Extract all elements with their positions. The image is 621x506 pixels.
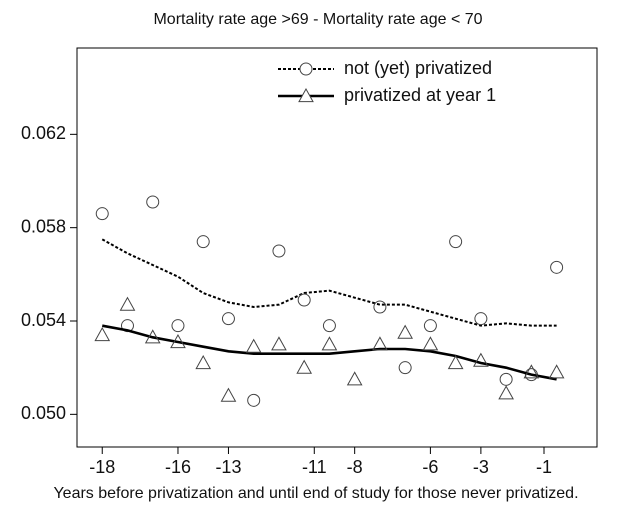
- data-point: [321, 336, 338, 351]
- y-tick-label: 0.062: [21, 123, 66, 143]
- x-tick-label: -18: [89, 457, 115, 477]
- data-point: [119, 296, 136, 311]
- data-point: [170, 333, 186, 349]
- y-tick-label: 0.058: [21, 216, 66, 236]
- data-point: [499, 372, 513, 386]
- data-point: [297, 293, 311, 307]
- data-point: [220, 387, 237, 402]
- data-point: [322, 319, 336, 333]
- data-point: [146, 195, 160, 209]
- data-point: [422, 336, 439, 351]
- data-point: [550, 260, 564, 274]
- x-tick-label: -8: [347, 457, 363, 477]
- x-tick-label: -6: [422, 457, 438, 477]
- data-point: [271, 336, 287, 351]
- data-point: [94, 326, 111, 342]
- data-point: [296, 359, 313, 374]
- data-point: [373, 300, 387, 314]
- x-tick-label: -11: [302, 457, 327, 477]
- data-point: [423, 319, 437, 333]
- data-point: [245, 338, 262, 353]
- data-point: [196, 235, 210, 249]
- legend-label: privatized at year 1: [344, 85, 496, 105]
- smooth-line: [101, 238, 557, 327]
- data-point: [144, 329, 161, 344]
- data-point: [548, 364, 565, 379]
- data-point: [171, 319, 185, 333]
- plot-frame: [76, 47, 598, 448]
- legend-marker: [299, 62, 313, 76]
- x-axis-label: Years before privatization and until end…: [53, 485, 578, 502]
- y-tick-label: 0.050: [21, 403, 66, 423]
- y-tick-label: 0.054: [21, 310, 66, 330]
- legend-label: not (yet) privatized: [344, 58, 492, 78]
- data-point: [473, 352, 489, 367]
- x-tick-label: -16: [165, 457, 191, 477]
- data-point: [398, 361, 412, 375]
- x-tick-label: -13: [215, 457, 241, 477]
- data-point: [247, 393, 261, 407]
- smooth-line: [102, 324, 557, 381]
- data-point: [474, 312, 488, 326]
- data-point: [272, 244, 286, 258]
- data-point: [195, 354, 212, 370]
- data-point: [95, 207, 109, 221]
- chart-title: Mortality rate age >69 - Mortality rate …: [153, 11, 482, 28]
- data-point: [498, 385, 514, 400]
- data-point: [221, 312, 235, 326]
- data-point: [523, 364, 540, 379]
- data-point: [372, 336, 388, 351]
- data-point: [346, 371, 363, 386]
- x-tick-label: -1: [536, 457, 552, 477]
- data-point: [449, 235, 463, 249]
- data-point: [447, 354, 464, 370]
- x-tick-label: -3: [473, 457, 489, 477]
- legend-marker: [298, 87, 314, 103]
- data-point: [397, 324, 414, 339]
